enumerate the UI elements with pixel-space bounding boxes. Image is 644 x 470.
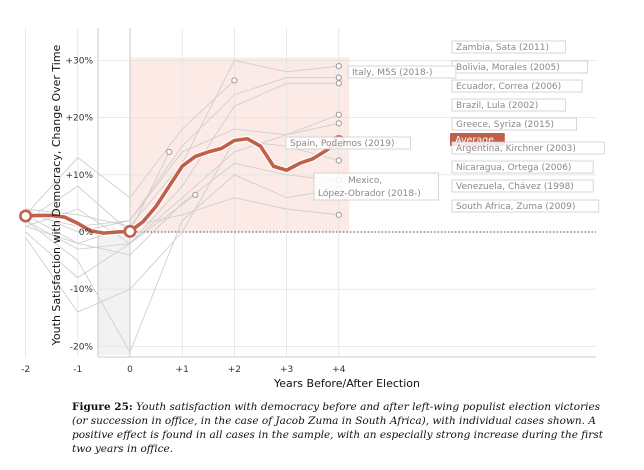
annotation-label: Greece, Syriza (2015) — [456, 120, 554, 130]
annotation-label: López-Obrador (2018-) — [318, 188, 421, 199]
annotation-label: Zambia, Sata (2011) — [456, 43, 549, 53]
annotation-box — [347, 65, 457, 79]
annotation-box — [451, 141, 605, 155]
series-endpoint — [335, 111, 342, 118]
series-endpoint — [335, 63, 342, 70]
series-endpoint — [192, 191, 199, 198]
series-endpoint — [166, 148, 173, 156]
x-tick-label: -2 — [21, 365, 30, 375]
x-tick-label: +2 — [228, 365, 241, 375]
y-tick-label: +20% — [65, 114, 93, 124]
average-label: Average — [455, 135, 494, 146]
annotation-label: Venezuela, Chávez (1998) — [456, 182, 574, 192]
y-tick-label: +10% — [65, 171, 93, 181]
x-tick-label: 0 — [127, 365, 133, 375]
series-line — [25, 151, 170, 233]
annotation-label: Italy, M5S (2018-) — [352, 68, 433, 78]
series-endpoint — [335, 157, 342, 164]
y-tick-label: 0% — [79, 228, 94, 238]
average-marker — [19, 209, 33, 223]
x-tick-label: +1 — [176, 365, 189, 375]
series-line — [25, 197, 339, 244]
series-endpoint — [335, 120, 342, 127]
series-line — [25, 122, 339, 279]
caption-label: Figure 25: — [72, 401, 133, 413]
annotation-box — [451, 117, 577, 131]
average-marker — [123, 224, 137, 238]
annotation-box — [451, 160, 594, 174]
annotation-label: South Africa, Zuma (2009) — [456, 202, 575, 212]
x-axis-label: Years Before/After Election — [273, 377, 420, 390]
series-endpoint — [335, 211, 342, 218]
annotation-label: Brazil, Lula (2002) — [456, 101, 538, 111]
y-tick-label: +30% — [65, 56, 93, 66]
annotation-label: Argentina, Kirchner (2003) — [456, 144, 576, 154]
caption-text: Youth satisfaction with democracy before… — [72, 401, 603, 455]
annotation-box — [451, 179, 594, 193]
annotation-label: Nicaragua, Ortega (2006) — [456, 163, 571, 173]
series-endpoint — [335, 80, 342, 87]
average-line — [23, 136, 341, 235]
annotation-box — [451, 40, 566, 54]
annotation-box — [451, 199, 600, 213]
annotation-box — [451, 79, 583, 93]
annotation-label: Ecuador, Correa (2006) — [456, 82, 561, 92]
x-tick-label: +4 — [332, 365, 346, 375]
series-endpoint — [231, 77, 238, 84]
series-line — [25, 80, 235, 216]
annotation-label: Mexico, — [348, 176, 382, 186]
y-tick-label: -20% — [70, 342, 94, 352]
series-endpoint — [335, 74, 342, 81]
annotation-box — [451, 98, 566, 112]
shaded-region — [98, 232, 130, 355]
figure-caption: Figure 25: Youth satisfaction with democ… — [72, 400, 612, 456]
annotation-label: Bolivia, Morales (2005) — [456, 63, 560, 73]
series-line — [25, 174, 339, 354]
x-tick-label: -1 — [73, 365, 82, 375]
x-tick-label: +3 — [280, 365, 293, 375]
chart: -2 -1 0 +1 +2 +3 +4 -20% -10% 0% +10% +20% +30% Years… — [19, 28, 605, 390]
y-axis-label: Youth Satisfaction with Democracy, Chang… — [50, 44, 63, 346]
y-tick-label: -10% — [70, 285, 94, 295]
series-line — [25, 82, 339, 250]
annotation-label: Spain, Podemos (2019) — [290, 139, 394, 149]
annotation-box — [285, 136, 411, 150]
annotation-box — [313, 172, 439, 201]
